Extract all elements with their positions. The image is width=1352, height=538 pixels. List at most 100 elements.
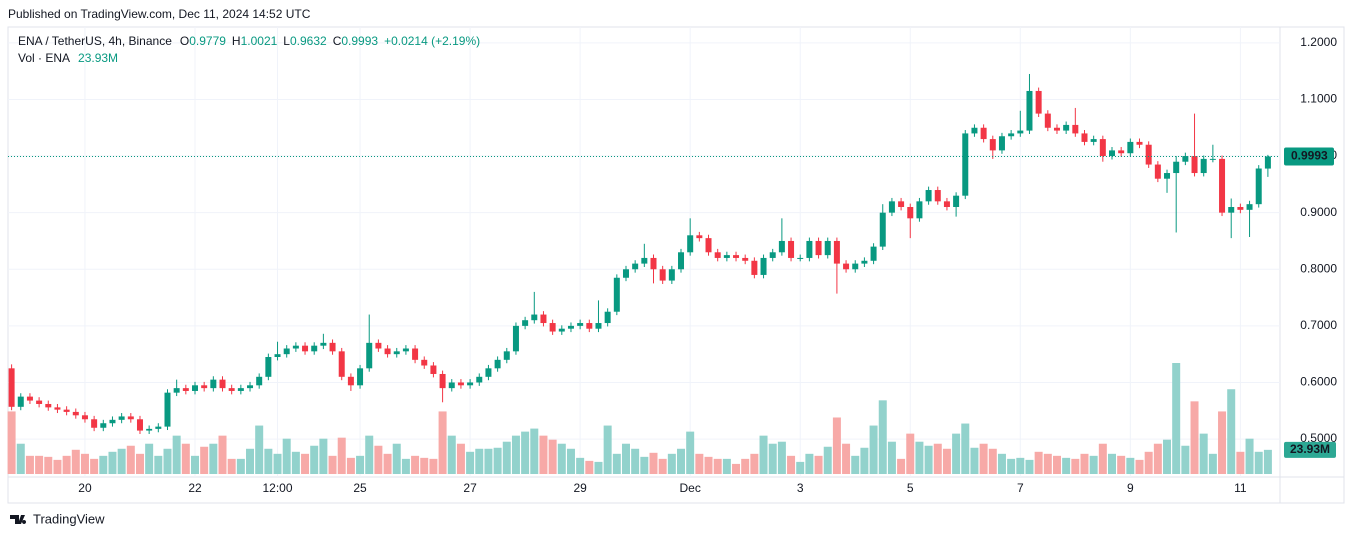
- volume-bar: [732, 463, 741, 474]
- candle-body: [36, 400, 43, 404]
- volume-bar: [1181, 445, 1190, 474]
- volume-bar: [988, 448, 997, 474]
- candle-body: [540, 314, 547, 324]
- volume-bar: [1098, 443, 1107, 474]
- volume-bar: [62, 455, 71, 474]
- candle-body: [109, 419, 116, 424]
- candle-body: [797, 257, 804, 259]
- volume-bar: [897, 458, 906, 474]
- candle-body: [668, 269, 675, 281]
- x-tick-label: 20: [78, 481, 92, 495]
- volume-bar: [365, 435, 374, 474]
- volume-bar: [392, 443, 401, 474]
- candle-body: [1246, 204, 1253, 210]
- candle-body: [1081, 133, 1088, 142]
- candle-body: [595, 323, 602, 329]
- y-tick-label: 0.9000: [1300, 205, 1337, 219]
- volume-bar: [53, 459, 62, 474]
- candle-body: [549, 323, 556, 332]
- volume-bar: [1007, 458, 1016, 474]
- volume-bar: [924, 445, 933, 474]
- candle-body: [256, 376, 263, 386]
- candle-body: [1136, 141, 1143, 145]
- candle-body: [274, 354, 281, 357]
- volume-bar: [90, 458, 99, 474]
- candle-body: [329, 342, 336, 352]
- candle-body: [934, 190, 941, 202]
- plot: [7, 27, 1280, 477]
- volume-bar: [346, 457, 355, 474]
- candle-body: [714, 252, 721, 258]
- y-tick-label: 1.2000: [1300, 35, 1337, 49]
- volume-bar: [80, 453, 89, 474]
- candle-body: [659, 269, 666, 281]
- x-tick-label: 29: [573, 481, 587, 495]
- c-value: 0.9993: [341, 34, 378, 48]
- last-price-label: 0.9993: [1291, 149, 1328, 163]
- x-tick-label: 5: [907, 481, 914, 495]
- volume-bar: [842, 443, 851, 474]
- candle-body: [586, 323, 593, 329]
- candle-body: [393, 351, 400, 355]
- volume-bar: [310, 445, 319, 474]
- candle-body: [898, 201, 905, 207]
- h-value: 1.0021: [241, 34, 278, 48]
- candle-body: [1182, 156, 1189, 162]
- volume-bar: [539, 435, 548, 474]
- volume-bar: [163, 448, 172, 474]
- volume-bar: [411, 455, 420, 474]
- candle-body: [751, 260, 758, 275]
- candle-body: [503, 351, 510, 360]
- volume-bar: [1108, 453, 1116, 474]
- volume-bar: [869, 425, 878, 474]
- volume-bar: [777, 441, 786, 474]
- volume-bar: [557, 443, 566, 474]
- candle-body: [1063, 124, 1070, 131]
- volume-bar: [172, 435, 181, 474]
- volume-bar: [805, 453, 814, 474]
- candle-body: [852, 263, 859, 270]
- volume-bar: [667, 453, 676, 474]
- candle-body: [1237, 207, 1244, 210]
- brand: TradingView: [33, 511, 105, 526]
- volume-bar: [1245, 438, 1254, 474]
- candle-body: [650, 257, 657, 270]
- candle-body: [421, 359, 428, 366]
- candle-body: [1154, 164, 1161, 179]
- candle-body: [925, 190, 932, 202]
- candle-body: [806, 240, 813, 258]
- y-tick-label: 0.5000: [1300, 431, 1337, 445]
- candle-body: [265, 357, 272, 377]
- candle-body: [613, 277, 620, 312]
- candle-body: [228, 388, 235, 391]
- candle-body: [522, 320, 529, 326]
- candle-body: [192, 385, 198, 391]
- volume-bar: [493, 447, 502, 474]
- candle-body: [26, 396, 33, 401]
- candle-body: [457, 382, 464, 386]
- volume-bar: [1227, 389, 1236, 474]
- volume-bar: [1199, 433, 1208, 474]
- volume-bar: [1034, 451, 1043, 474]
- volume-bar: [191, 455, 199, 474]
- volume-bar: [7, 411, 16, 474]
- volume-bar: [511, 435, 520, 474]
- candle-body: [237, 388, 244, 391]
- candle-body: [219, 379, 226, 389]
- candle-body: [476, 376, 483, 383]
- x-tick-label: 25: [353, 481, 367, 495]
- volume-bar: [1016, 457, 1025, 474]
- candle-body: [155, 426, 162, 429]
- volume-bar: [135, 453, 144, 474]
- candle-body: [439, 373, 446, 389]
- volume-bar: [1144, 451, 1153, 474]
- candle-body: [778, 240, 785, 253]
- y-tick-label: 0.6000: [1300, 375, 1337, 389]
- h-label: H: [232, 34, 241, 48]
- volume-bar: [1071, 458, 1080, 474]
- candle-body: [943, 201, 950, 207]
- volume-bar: [1218, 411, 1227, 474]
- volume-bar: [649, 452, 658, 474]
- volume-bar: [475, 448, 484, 474]
- candle-body: [622, 269, 629, 278]
